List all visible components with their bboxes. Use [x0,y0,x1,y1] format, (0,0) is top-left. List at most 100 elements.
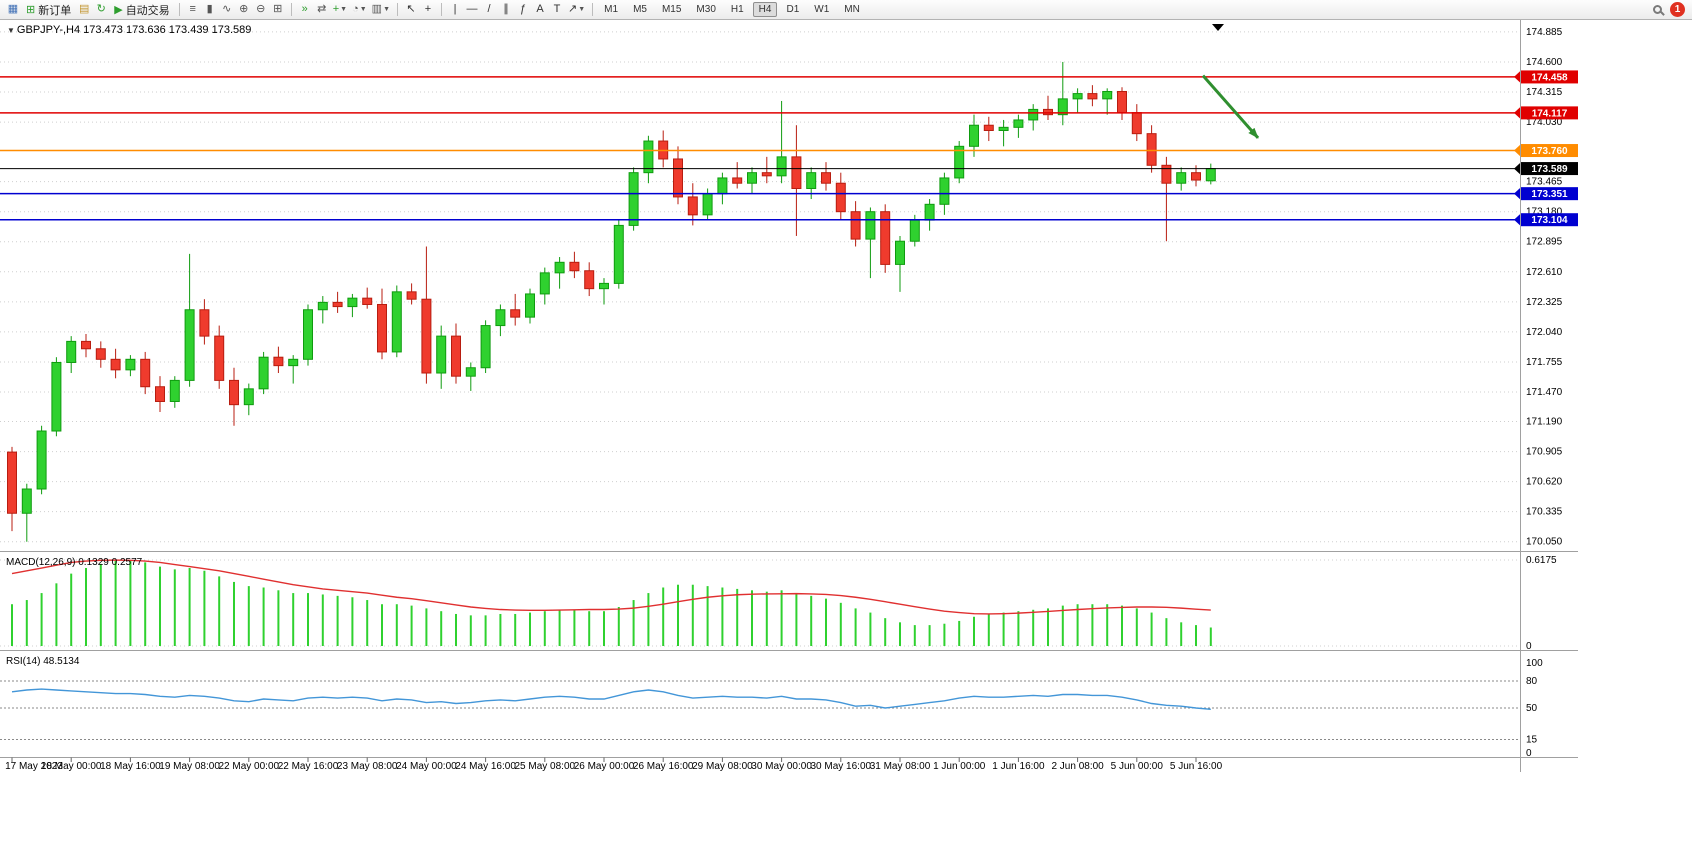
notification-badge[interactable]: 1 [1670,2,1685,17]
cursor-icon: ↖ [406,3,416,15]
channel-icon[interactable]: ∥ [498,2,514,18]
price-box-label: 173.760 [1531,146,1568,157]
new-order-button[interactable]: ⊞ 新订单 [22,2,75,18]
timeframe-m5[interactable]: M5 [633,4,647,15]
candle-body [377,303,387,353]
line-chart-icon[interactable]: ∿ [219,2,235,18]
chart-shift-marker[interactable] [1212,24,1224,31]
horizontal-line-icon[interactable]: — [464,2,480,18]
trend-arrow-annotation[interactable] [1201,74,1260,139]
timeframe-d1[interactable]: D1 [786,4,800,15]
candlestick-chart-icon[interactable]: ▮ [202,2,218,18]
zoom-out-icon[interactable]: ⊖ [253,2,269,18]
date-label: 24 May 00:00 [396,761,457,772]
price-scale-label: 173.180 [1526,207,1563,218]
candle-body [184,309,195,381]
cursor-icon[interactable]: ↖ [403,2,419,18]
arrows-icon[interactable]: ↗ ▼ [566,2,587,18]
bar-chart-icon[interactable]: ≡ [185,2,201,18]
price-box-arrow [1514,144,1521,158]
search-icon[interactable] [1653,5,1662,14]
label-icon[interactable]: T [549,2,565,18]
chevron-down-icon[interactable]: ▼ [383,6,390,13]
candle-body [110,358,121,371]
timeframe-m15[interactable]: M15 [661,4,682,15]
candle-body [406,291,417,300]
timeframe-m1[interactable]: M1 [604,4,619,15]
symbol-ohlc-text: GBPJPY-,H4 173.473 173.636 173.439 173.5… [16,24,252,36]
candle-body [821,172,831,184]
collapse-triangle-icon[interactable]: ▼ [7,26,15,35]
chevron-down-icon[interactable]: ▼ [340,6,348,13]
candle-body [243,388,254,406]
toolbar-separator [397,3,398,16]
timeframe-m30[interactable]: M30 [696,4,716,15]
candle-body [998,126,1009,131]
price-box-label: 173.104 [1531,215,1568,226]
zoom-in-icon[interactable]: ⊕ [236,2,252,18]
candle-body [258,356,269,390]
timeframe-h1[interactable]: H1 [730,4,744,15]
price-box [1521,213,1578,227]
candle-body [954,145,965,179]
crosshair-icon[interactable]: + [420,2,436,18]
candle-body [747,172,757,184]
date-label: 1 Jun 16:00 [992,761,1045,772]
candlesticks [7,61,1216,542]
price-scale-label: 174.885 [1526,27,1563,38]
date-label: 5 Jun 16:00 [1170,761,1223,772]
auto-trading-button: ▶ [114,4,123,16]
tile-windows-icon[interactable]: ⊞ [270,2,286,18]
price-chart[interactable]: 174.885 174.600 174.315 174.030 173.465 173.1… [0,20,1692,837]
price-scale-label: 172.610 [1526,267,1563,278]
price-scale-label: 171.470 [1526,387,1563,398]
chevron-down-icon[interactable]: ▼ [578,6,586,13]
date-label: 26 May 16:00 [633,761,694,772]
periods-icon[interactable]: ◔ ▼ [350,2,369,18]
vertical-line-icon[interactable]: | [447,2,463,18]
profiles-icon[interactable]: ▤ [76,2,92,18]
chevron-down-icon[interactable]: ▼ [359,6,367,13]
trendline-icon: / [487,3,491,15]
macd-signal-line [11,559,1211,615]
timeframe-h4[interactable]: H4 [752,2,778,17]
refresh-icon: ↻ [96,3,106,15]
label-icon: T [553,3,561,15]
indicators-icon[interactable]: + ▼ [331,2,349,18]
fibonacci-icon[interactable]: ƒ [515,2,531,18]
profiles-icon: ▤ [79,3,90,15]
candle-body [865,211,876,240]
timeframe-group: M1 M5 M15 M30 H1 H4 D1 W1 MN [597,2,867,17]
text-icon[interactable]: A [532,2,548,18]
candle-body [569,261,580,272]
candle-body [1013,119,1024,128]
auto-scroll-icon[interactable]: » [297,2,313,18]
toolbar-tools: ▦ ⊞ 新订单 ▤ ↻ ▶ 自动交易 ≡ ▮ ∿ ⊕ ⊖ ⊞ » ⇄ + ▼ ◔ ▼ ▥ ▼ ↖ + | — / ∥ ƒ A T ↗ ▼ [5,2,597,18]
chart-shift-icon: ⇄ [317,3,327,15]
price-scale-label: 170.335 [1526,507,1563,518]
price-box [1521,144,1578,158]
timeframe-w1[interactable]: W1 [814,4,830,15]
candle-body [924,203,935,221]
candle-body [1205,168,1216,182]
templates-icon[interactable]: ▥ ▼ [370,2,392,18]
chart-background [0,20,1692,837]
candle-body [761,172,772,177]
auto-trading-button[interactable]: ▶ 自动交易 [110,2,173,18]
rsi-indicator-label: RSI(14) 48.5134 [6,656,80,667]
candle-body [628,172,639,226]
candle-body [303,309,313,360]
candle-body [895,240,905,265]
timeframe-mn[interactable]: MN [844,4,860,15]
price-box [1521,70,1578,84]
date-label: 30 May 16:00 [810,761,871,772]
candle-body [584,270,595,290]
trendline-icon[interactable]: / [481,2,497,18]
new-chart-icon[interactable]: ▦ [5,2,21,18]
chart-window[interactable]: 174.885 174.600 174.315 174.030 173.465 173.1… [0,20,1692,837]
candle-body [81,340,91,350]
chart-shift-icon[interactable]: ⇄ [314,2,330,18]
candle-body [599,282,609,290]
refresh-icon[interactable]: ↻ [93,2,109,18]
